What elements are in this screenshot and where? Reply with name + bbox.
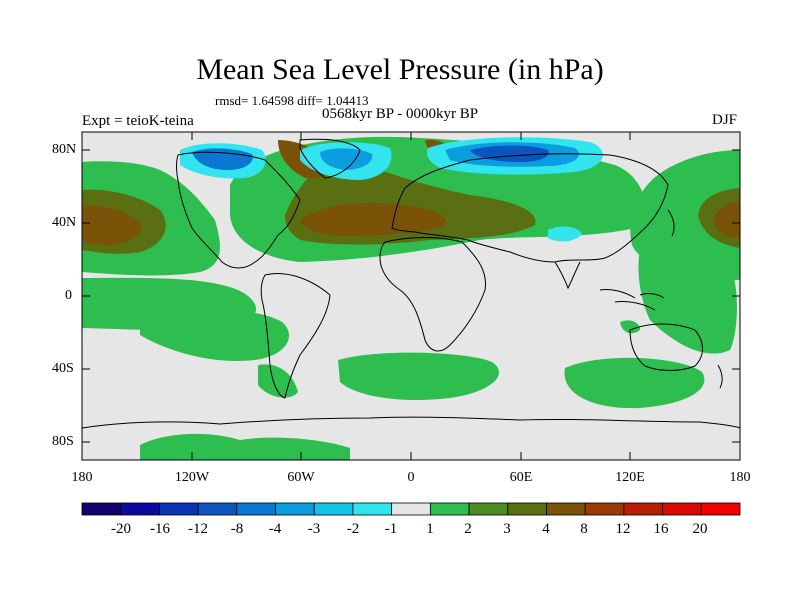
colorbar-box	[197, 502, 238, 516]
colorbar-label: 12	[615, 521, 631, 537]
colorbar-box	[81, 502, 122, 516]
colorbar-label: 1	[426, 521, 434, 537]
lon-label-0: 0	[407, 470, 415, 485]
colorbar-box	[313, 502, 354, 516]
colorbar-label: -3	[307, 521, 321, 537]
colorbar-label: 20	[692, 521, 708, 537]
colorbar-label: 16	[653, 521, 669, 537]
lat-label-80n: 80N	[52, 142, 77, 157]
neg-region-central-asia	[548, 226, 582, 242]
colorbar-label: 3	[503, 521, 511, 537]
colorbar-label: -1	[384, 521, 398, 537]
colorbar-label: -12	[188, 521, 208, 537]
lon-label-120w: 120W	[174, 470, 210, 485]
colorbar-box	[623, 502, 663, 516]
stats-text: rmsd= 1.64598 diff= 1.04413	[215, 93, 369, 108]
lon-label-180e: 180	[729, 470, 751, 485]
colorbar-label: -4	[268, 521, 282, 537]
lon-label-180w: 180	[71, 470, 93, 485]
experiment-label: Expt = teioK-teina	[82, 113, 194, 129]
coastline-eurasia	[391, 153, 669, 263]
colorbar-box	[391, 502, 431, 516]
axis-ticks	[81, 132, 741, 460]
coastline-australia	[629, 323, 703, 371]
colorbar-label: -16	[150, 521, 170, 537]
lon-label-60w: 60W	[287, 470, 315, 485]
green-region-south-pacific	[140, 309, 290, 361]
coastline-india	[554, 261, 581, 290]
coastline-antarctica	[82, 416, 740, 429]
lat-label-equator: 0	[65, 288, 72, 303]
lat-label-40s: 40S	[52, 361, 74, 376]
coastline-new-zealand	[717, 364, 723, 389]
brown-core-north-pacific-west	[82, 204, 141, 245]
coastline-africa	[379, 237, 487, 352]
colorbar-box	[275, 502, 315, 516]
colorbar-box	[120, 502, 160, 516]
colorbar-box	[507, 502, 547, 516]
pressure-field	[82, 132, 740, 460]
lat-label-80s: 80S	[52, 434, 74, 449]
colorbar-box	[700, 502, 741, 516]
coastline-japan	[667, 209, 675, 237]
brown-core-atlantic	[300, 203, 446, 236]
colorbar-box	[468, 502, 509, 516]
lat-label-40n: 40N	[52, 215, 77, 230]
green-region-small-indonesia	[620, 320, 640, 334]
colorbar-box	[352, 502, 393, 516]
green-region-south-america-tip	[258, 364, 298, 398]
colorbar-label: -20	[111, 521, 131, 537]
colorbar-box	[429, 502, 470, 516]
lon-label-60e: 60E	[509, 470, 533, 485]
brown-core-north-pacific-east	[713, 200, 740, 238]
neg-core-greenland-sea	[320, 148, 373, 170]
colorbar-label: -8	[230, 521, 244, 537]
colorbar	[81, 502, 741, 516]
lon-label-120e: 120E	[615, 470, 645, 485]
coastline-maritime-continent	[599, 289, 665, 311]
colorbar-label: 2	[464, 521, 472, 537]
coastlines	[82, 138, 740, 429]
season-label: DJF	[712, 112, 738, 128]
colorbar-box	[584, 502, 625, 516]
colorbar-box	[546, 502, 586, 516]
colorbar-label: 8	[580, 521, 588, 537]
green-region-western-pacific	[638, 246, 737, 354]
colorbar-box	[236, 502, 276, 516]
green-region-south-atlantic	[338, 352, 499, 401]
period-text: 0568kyr BP - 0000kyr BP	[322, 106, 479, 122]
coastline-south-america	[260, 273, 331, 399]
map-title: Mean Sea Level Pressure (in hPa)	[196, 53, 604, 86]
colorbar-box	[159, 502, 199, 516]
coastline-north-america	[176, 151, 301, 269]
colorbar-label: -2	[346, 521, 360, 537]
colorbar-label: 4	[542, 521, 550, 537]
colorbar-box	[662, 502, 702, 516]
coastline-greenland	[299, 138, 361, 179]
